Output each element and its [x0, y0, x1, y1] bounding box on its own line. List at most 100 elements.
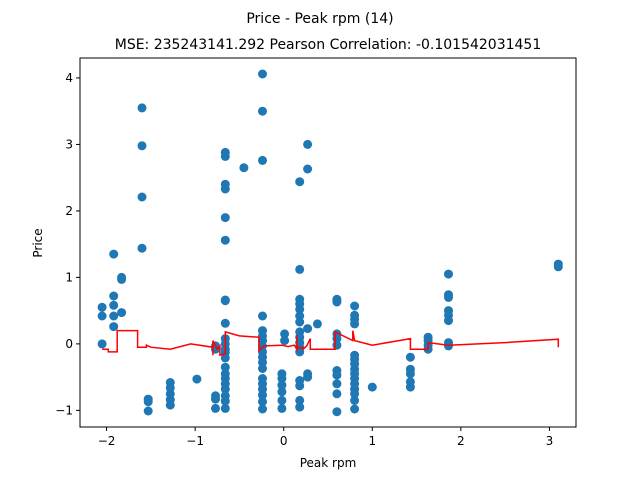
scatter-point [239, 163, 249, 173]
scatter-point [277, 387, 287, 397]
scatter-point [332, 389, 342, 399]
scatter-point [295, 395, 305, 405]
scatter-point [277, 395, 287, 405]
scatter-point [332, 297, 342, 307]
scatter-point [117, 274, 127, 284]
scatter-point [350, 319, 360, 329]
chart-title: Price - Peak rpm (14) [246, 11, 393, 27]
scatter-point [211, 403, 220, 413]
scatter-point [109, 291, 119, 301]
scatter-point [165, 400, 175, 410]
scatter-point [258, 69, 267, 79]
scatter-point [277, 380, 287, 390]
scatter-point [97, 311, 107, 321]
scatter-point [211, 394, 220, 404]
y-tick-label: 2 [65, 204, 73, 218]
y-tick-label: 1 [65, 270, 73, 284]
x-tick-label: 2 [457, 434, 465, 448]
scatter-point [258, 404, 267, 414]
scatter-point [295, 177, 305, 187]
scatter-point [350, 395, 360, 405]
scatter-point [303, 372, 313, 382]
scatter-point [444, 269, 453, 279]
scatter-point [220, 396, 230, 406]
scatter-point [303, 324, 313, 334]
scatter-point [258, 397, 267, 407]
scatter-point [444, 316, 453, 326]
chart-subtitle: MSE: 235243141.292 Pearson Correlation: … [115, 37, 542, 53]
scatter-point [350, 404, 360, 414]
axes: −2 −1 0 1 2 3 −1 0 1 2 3 4 [55, 71, 553, 448]
scatter-point [220, 184, 230, 194]
y-tick-label: 3 [65, 137, 73, 151]
y-tick-label: 4 [65, 71, 73, 85]
scatter-point [553, 262, 563, 272]
scatter-point [295, 264, 305, 274]
scatter-point [97, 339, 107, 349]
scatter-point [137, 103, 147, 113]
scatter-point [405, 352, 415, 362]
x-tick-label: 0 [280, 434, 288, 448]
scatter-point [117, 308, 127, 318]
scatter-point [332, 407, 342, 417]
regression-line-layer [102, 329, 560, 357]
scatter-point [444, 292, 453, 302]
scatter-point [295, 317, 305, 327]
scatter-point [295, 381, 305, 391]
y-tick-label: −1 [55, 403, 73, 417]
scatter-point [192, 374, 202, 384]
scatter-point [137, 141, 147, 151]
scatter-point [295, 304, 305, 314]
regression-line [102, 329, 560, 357]
scatter-point [277, 403, 287, 413]
scatter-point [109, 300, 119, 310]
scatter-point [143, 397, 153, 407]
scatter-point [258, 106, 267, 116]
scatter-point [143, 406, 153, 416]
scatter-point [137, 243, 147, 253]
scatter-point [277, 374, 287, 383]
scatter-point [109, 322, 119, 332]
scatter-point [220, 353, 230, 363]
scatter-point [220, 318, 230, 328]
scatter-point [280, 329, 290, 339]
scatter-point [258, 364, 267, 373]
scatter-point [109, 311, 119, 321]
scatter-point [137, 192, 147, 202]
scatter-point [97, 302, 107, 312]
scatter-point [405, 382, 415, 392]
plot-frame [79, 57, 577, 428]
plot-area [97, 69, 563, 417]
scatter-point [220, 235, 230, 245]
x-tick-label: 3 [546, 434, 554, 448]
scatter-point [258, 311, 267, 321]
scatter-point [220, 384, 230, 394]
scatter-point [220, 151, 230, 161]
scatter-point [109, 249, 119, 259]
x-tick-label: 1 [368, 434, 376, 448]
scatter-point [332, 340, 342, 350]
scatter-point [303, 164, 313, 174]
scatter-point [350, 301, 360, 311]
x-tick-label: −1 [186, 434, 204, 448]
scatter-point [295, 402, 305, 412]
scatter-point [258, 390, 267, 400]
scatter-point [220, 362, 230, 372]
scatter-point [258, 155, 267, 165]
scatter-point [280, 336, 290, 346]
y-axis-label: Price [31, 228, 45, 257]
scatter-point [220, 403, 230, 413]
scatter-point [220, 296, 230, 306]
scatter-point [303, 139, 313, 149]
scatter-point [332, 370, 342, 380]
scatter-point [220, 213, 230, 223]
scatter-point [312, 319, 322, 329]
x-axis-label: Peak rpm [300, 456, 357, 470]
scatter-point [367, 382, 377, 392]
scatter-point [332, 379, 342, 389]
scatter-point [350, 389, 360, 399]
scatter-point [405, 369, 415, 379]
y-tick-label: 0 [65, 337, 73, 351]
x-tick-label: −2 [98, 434, 116, 448]
